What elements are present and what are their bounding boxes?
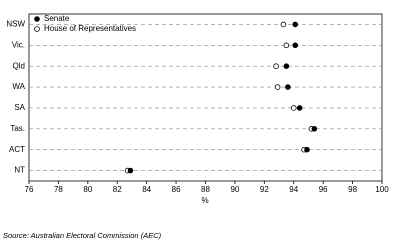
x-tick-label: 96 [319, 185, 328, 194]
dot [274, 84, 281, 90]
dot [273, 63, 279, 69]
x-axis-label: % [201, 196, 208, 205]
dot [292, 42, 299, 49]
x-tick-label: 88 [201, 185, 210, 194]
dot [296, 105, 303, 111]
dot [127, 167, 134, 174]
x-tick-label: 80 [83, 185, 92, 194]
x-tick-label: 94 [289, 185, 298, 194]
legend-marker [34, 16, 40, 22]
source-note: Source: Australian Electoral Commission … [3, 231, 162, 240]
x-tick-label: 82 [113, 185, 122, 194]
y-category-label: WA [12, 82, 25, 91]
dot [280, 21, 287, 28]
x-tick-label: 90 [230, 185, 239, 194]
legend-label: Senate [44, 14, 70, 23]
x-tick-label: 86 [172, 185, 181, 194]
x-tick-label: 92 [260, 185, 269, 194]
dot [290, 105, 297, 111]
dot [283, 63, 290, 69]
y-category-label: NT [14, 166, 25, 175]
y-category-label: Qld [13, 61, 25, 70]
dot [285, 84, 291, 90]
plot-frame [28, 13, 383, 182]
dot [283, 42, 290, 49]
dot [311, 126, 318, 132]
dot [292, 21, 299, 28]
x-tick-label: 78 [54, 185, 63, 194]
y-category-label: ACT [9, 145, 25, 154]
legend-marker [34, 26, 40, 32]
x-tick-label: 98 [348, 185, 357, 194]
legend-label: House of Representatives [44, 24, 136, 33]
y-category-label: Vic. [12, 40, 25, 49]
x-tick-label: 100 [375, 185, 389, 194]
x-tick-label: 84 [142, 185, 151, 194]
y-category-label: SA [14, 103, 25, 112]
y-category-label: NSW [6, 20, 25, 29]
dot [304, 146, 310, 153]
y-category-label: Tas. [10, 124, 25, 133]
x-tick-label: 76 [25, 185, 34, 194]
